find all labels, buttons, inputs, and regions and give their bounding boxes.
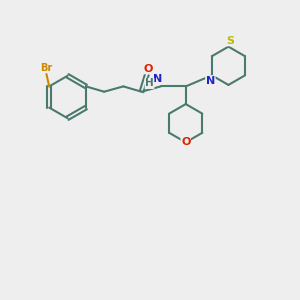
Text: O: O: [181, 137, 190, 147]
Text: N: N: [152, 74, 162, 84]
Text: S: S: [226, 36, 234, 46]
Text: H: H: [145, 79, 154, 88]
Text: N: N: [206, 76, 215, 86]
Text: Br: Br: [40, 63, 52, 73]
Text: O: O: [143, 64, 152, 74]
